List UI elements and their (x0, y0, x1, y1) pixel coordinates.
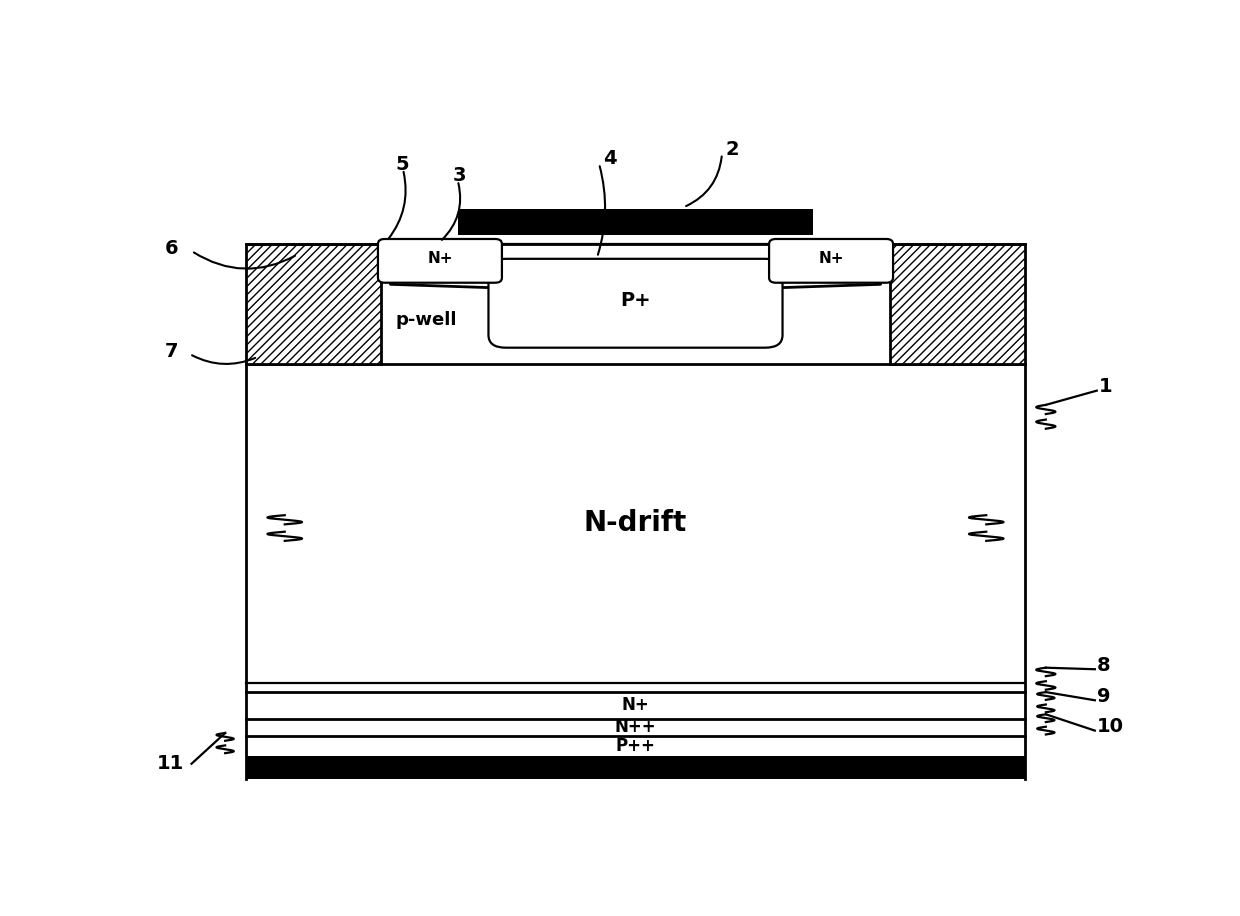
Bar (247, 244, 381, 364)
Text: 9: 9 (1096, 686, 1110, 705)
Text: p-well: p-well (396, 311, 456, 329)
FancyBboxPatch shape (489, 259, 782, 348)
Text: P++: P++ (615, 737, 656, 755)
Text: N+: N+ (621, 696, 650, 714)
Text: 8: 8 (1096, 656, 1110, 674)
Text: N+: N+ (428, 251, 453, 266)
Bar (890, 244, 1024, 364)
Text: 11: 11 (157, 754, 185, 773)
Text: 1: 1 (1099, 376, 1112, 396)
Text: N++: N++ (615, 718, 656, 736)
Text: 7: 7 (165, 342, 179, 361)
Text: N+: N+ (818, 251, 843, 266)
Text: P+: P+ (620, 291, 651, 310)
Text: 2: 2 (725, 140, 739, 158)
Text: N-drift: N-drift (584, 509, 687, 538)
FancyBboxPatch shape (378, 239, 502, 283)
FancyBboxPatch shape (769, 239, 893, 283)
Text: 10: 10 (1096, 717, 1123, 736)
Text: 3: 3 (453, 166, 466, 185)
Text: 5: 5 (396, 155, 409, 174)
Text: 4: 4 (603, 149, 616, 169)
Bar (247, 756, 1024, 779)
Text: 6: 6 (165, 239, 179, 258)
Bar (458, 209, 813, 235)
